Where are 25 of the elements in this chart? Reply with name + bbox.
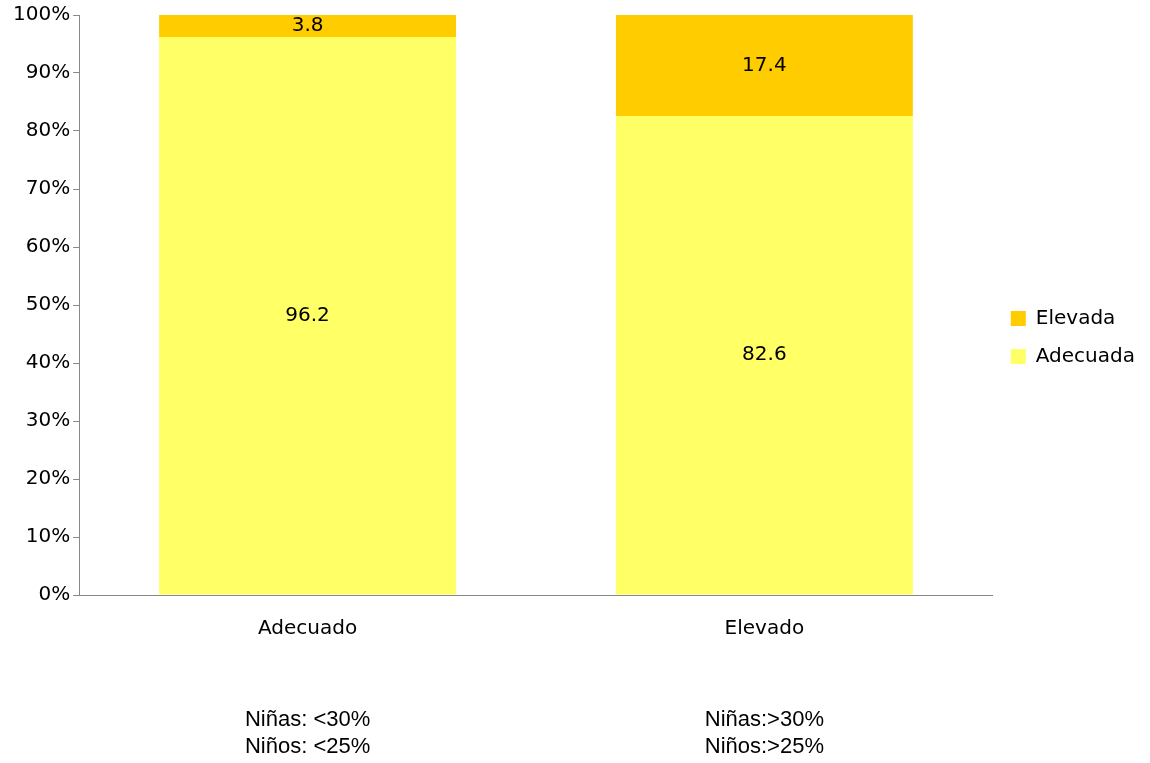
y-tick-label: 50% [25, 291, 71, 316]
y-tick-label: 90% [25, 59, 71, 84]
data-label: 82.6 [742, 341, 787, 366]
bar [615, 15, 913, 116]
data-label: 3.8 [291, 12, 324, 37]
y-tick-label: 60% [25, 233, 71, 258]
y-tick-label: 10% [25, 523, 71, 548]
bar [159, 37, 457, 595]
data-label: 96.2 [285, 301, 330, 326]
bar [159, 15, 457, 38]
bar [615, 115, 913, 595]
y-tick-label: 70% [25, 175, 71, 200]
y-tick-label: 100% [12, 1, 71, 26]
text: Niñas: <30% Niños: <25% [244, 706, 371, 759]
x-tick-label: Elevado [724, 615, 805, 640]
y-tick-label: 0% [38, 581, 71, 606]
legend-label: Elevada [1035, 304, 1116, 329]
y-tick-label: 30% [25, 407, 71, 432]
y-tick-label: 20% [25, 465, 71, 490]
legend-label: Adecuada [1035, 342, 1136, 367]
y-tick-label: 80% [25, 117, 71, 142]
x-tick-label: Adecuado [257, 615, 358, 640]
y-tick-label: 40% [25, 349, 71, 374]
data-label: 17.4 [742, 51, 787, 76]
text: Niñas:>30% Niños:>25% [704, 706, 825, 759]
